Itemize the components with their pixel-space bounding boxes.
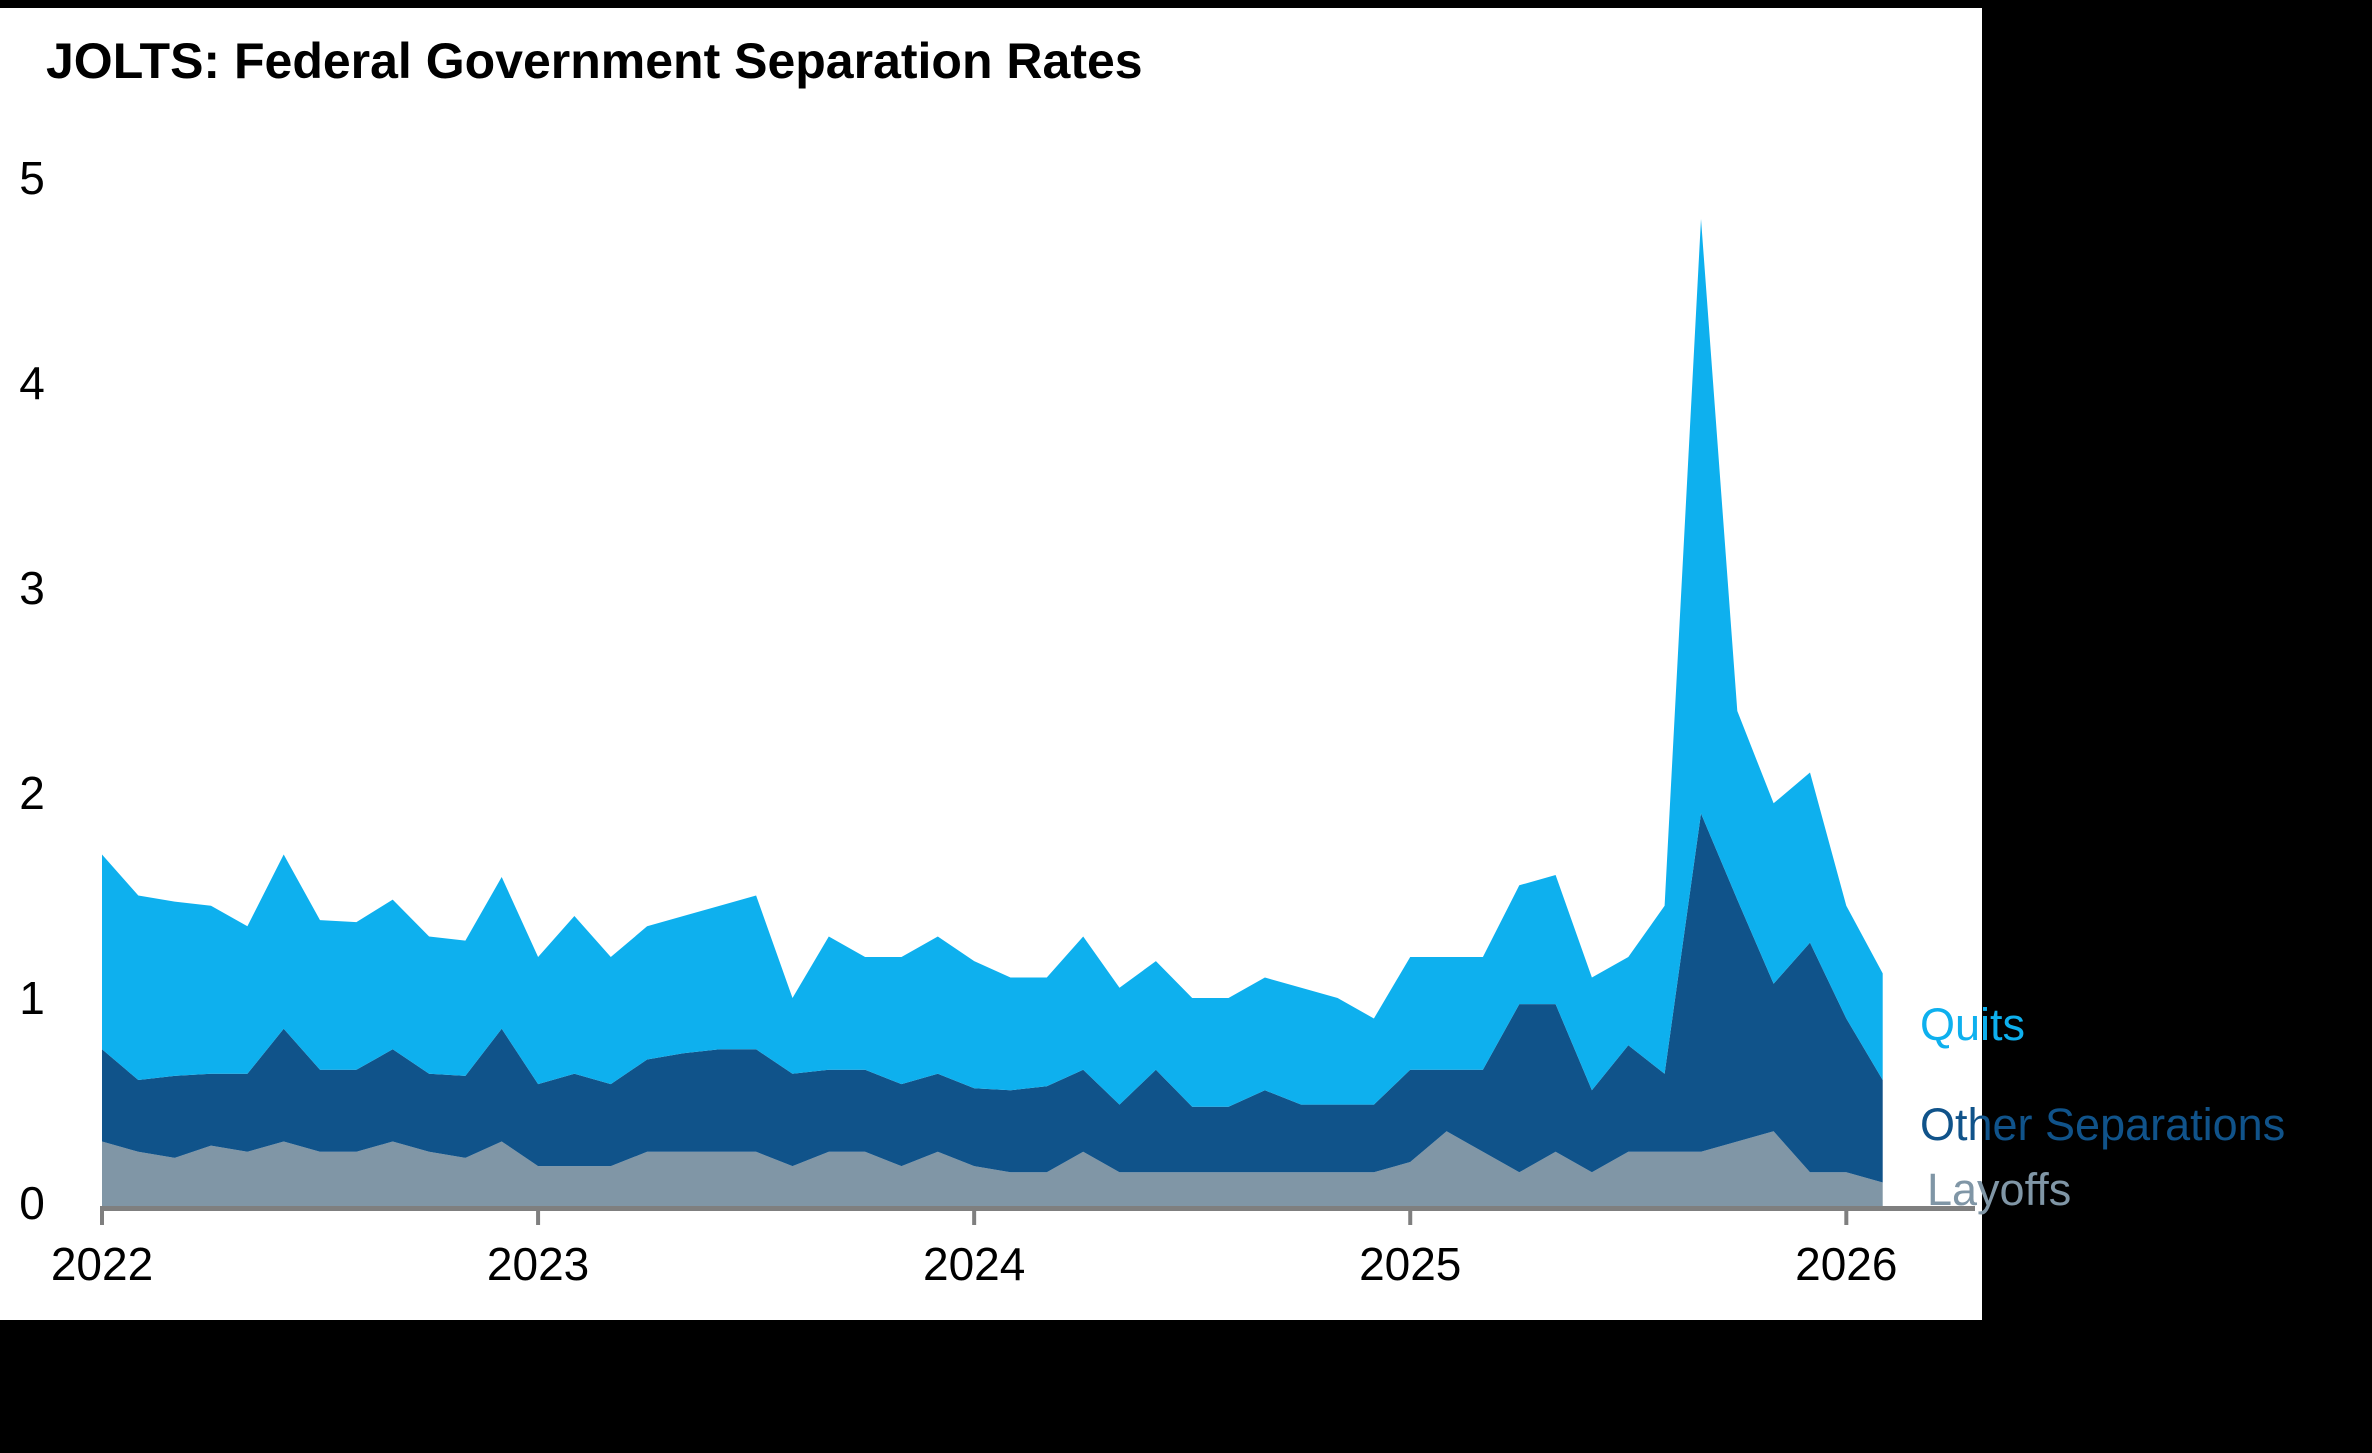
y-tick-label-2: 2 [19,767,45,819]
x-tick-label-2024: 2024 [922,1238,1026,1290]
legend-label-quits: Quits [1920,999,2026,1050]
x-tick-label-2026: 2026 [1795,1238,1898,1290]
legend-label-layoffs: Layoffs [1927,1164,2072,1215]
y-tick-label-3: 3 [19,562,45,614]
chart-title: JOLTS: Federal Government Separation Rat… [46,33,1143,89]
x-tick-label-2022: 2022 [50,1238,154,1290]
chart-card [0,8,1982,1320]
legend-label-other-separations: Other Separations [1920,1099,2286,1150]
y-tick-label-4: 4 [19,357,45,409]
y-tick-label-1: 1 [19,972,45,1024]
y-tick-label-5: 5 [19,152,45,204]
x-tick-label-2025: 2025 [1359,1238,1462,1290]
x-tick-label-2023: 2023 [486,1238,590,1290]
y-tick-label-0: 0 [19,1177,45,1229]
